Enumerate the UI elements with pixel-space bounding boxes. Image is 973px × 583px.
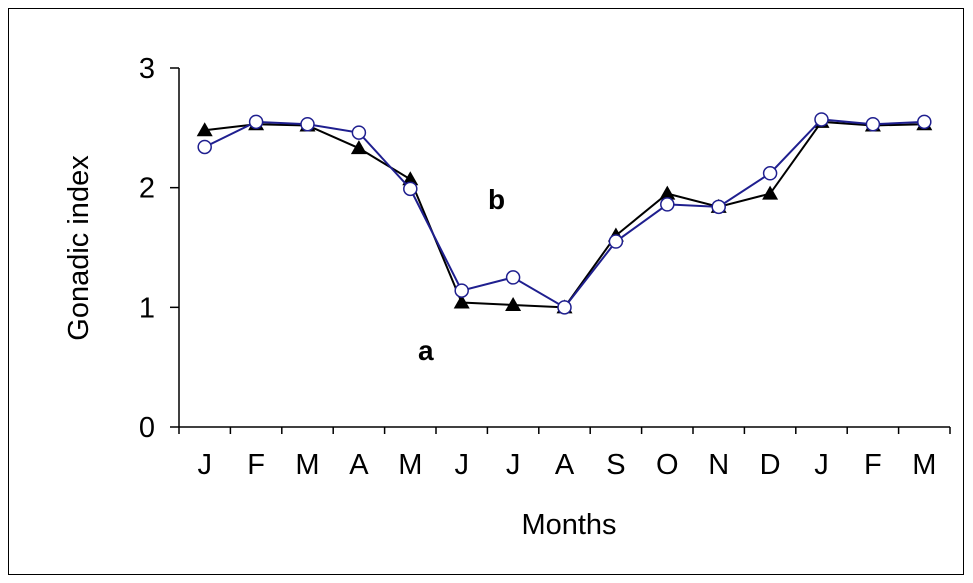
triangle-point [196,122,213,137]
circle-point [300,116,315,132]
circle-point [248,114,264,130]
x-tick-label: D [760,449,781,481]
chart-frame [8,8,964,575]
circle-point [197,139,212,155]
circle-point [917,114,932,130]
annotation-b: b [488,184,505,215]
series-layer [196,112,933,315]
y-tick-label: 3 [139,53,155,85]
circle-point [557,300,572,315]
triangle-point [350,140,367,155]
series-2 [197,112,932,315]
circle-point [865,116,881,132]
x-tick-label: A [349,449,369,481]
series-line [204,120,925,309]
x-tick-label: J [197,449,212,481]
circle-point [660,197,675,212]
triangle-point [402,171,419,186]
y-tick-label: 0 [139,412,155,444]
x-tick-label: A [555,449,575,481]
series-1 [196,113,933,314]
x-tick-label: J [454,449,469,481]
series-line [204,118,925,309]
x-axis-title: Months [521,509,616,541]
annotation-a: a [418,335,434,366]
x-tick-label: J [506,449,521,481]
circle-point [505,270,521,285]
circle-point [608,234,624,249]
circle-point [454,283,469,298]
y-axis-title: Gonadic index [63,155,95,341]
triangle-point [505,296,522,311]
x-tick-label: N [708,449,729,481]
circle-point [814,112,829,127]
x-tick-label: F [864,449,882,481]
x-tick-label: F [247,449,265,481]
x-tick-label: M [398,449,422,481]
y-tick-label: 2 [139,173,155,205]
x-tick-label: M [295,449,319,481]
circle-point [403,181,418,197]
triangle-point [762,185,779,200]
x-tick-label: J [814,449,829,481]
x-tick-label: O [656,449,679,481]
triangle-point [453,294,470,309]
x-tick-label: S [606,449,625,481]
y-tick-label: 1 [139,292,155,324]
circle-point [351,125,367,140]
circle-point [762,166,778,181]
triangle-point [659,185,676,200]
x-tick-label: M [912,449,936,481]
circle-point [711,199,726,215]
